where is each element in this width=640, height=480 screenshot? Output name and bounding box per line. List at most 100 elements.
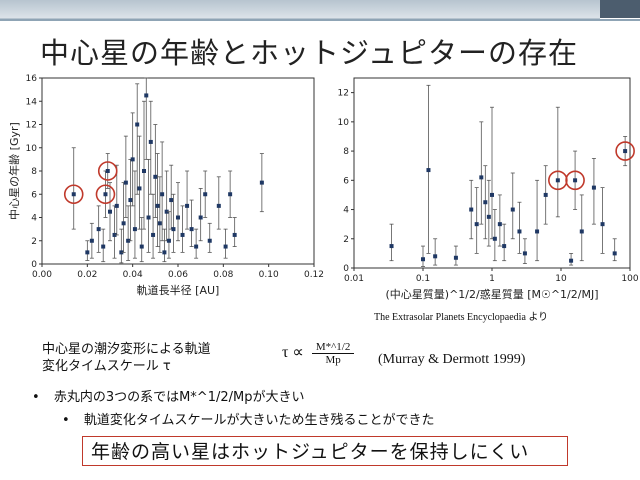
data-point <box>497 222 502 227</box>
data-point <box>153 174 158 179</box>
x-tick-label: 0.01 <box>344 274 364 284</box>
data-point <box>198 215 203 220</box>
formula-lhs: τ ∝ <box>282 344 304 362</box>
accent-line <box>0 19 640 21</box>
source-credit: The Extrasolar Planets Encyclopaedia より <box>374 312 549 323</box>
y-tick-label: 12 <box>26 121 37 131</box>
data-point <box>259 180 264 185</box>
data-point <box>522 251 527 256</box>
slide-title: 中心星の年齢とホットジュピターの存在 <box>40 36 578 70</box>
title-bar-corner <box>600 0 640 18</box>
highlight-circle <box>95 184 116 205</box>
data-point <box>114 203 119 208</box>
y-tick-label: 8 <box>343 147 349 157</box>
data-point <box>139 244 144 249</box>
data-point <box>502 244 507 249</box>
data-point <box>469 207 474 212</box>
x-tick-label: 0.10 <box>259 270 279 280</box>
data-point <box>166 238 171 243</box>
x-axis-label: 軌道長半径 [AU] <box>137 283 220 297</box>
x-tick-label: 0.02 <box>77 270 97 280</box>
data-point <box>132 227 137 232</box>
age-vs-semimajor-axis-chart: 0 2 4 6 8 10 12 14 16 0.00 0.02 0.04 0.06 0.08 0.10 0.1… <box>7 74 324 297</box>
y-tick-label: 14 <box>26 97 38 107</box>
data-point <box>600 222 605 227</box>
data-point <box>142 169 146 173</box>
bullet-2-text: 軌道変化タイムスケールが大きいため生き残ることができた <box>83 413 435 428</box>
bullet-1-mark: • <box>32 390 40 405</box>
x-tick-label: 0.08 <box>213 270 233 280</box>
x-tick-label: 0.04 <box>123 270 143 280</box>
data-point <box>492 236 497 241</box>
data-point <box>612 251 617 256</box>
formula: τ ∝ M*^1/2 Mp <box>282 341 355 366</box>
data-point <box>579 229 584 234</box>
data-point <box>137 186 142 191</box>
data-point <box>228 192 233 197</box>
data-point <box>162 250 167 255</box>
data-point <box>105 169 110 173</box>
formula-fraction: M*^1/2 Mp <box>311 341 355 366</box>
x-tick-label: 0.12 <box>304 270 324 280</box>
y-tick-label: 6 <box>343 176 349 186</box>
data-point <box>185 203 190 208</box>
x-axis-label: (中心星質量)^1/2/惑星質量 [M☉^1/2/MJ] <box>385 287 598 301</box>
data-point <box>569 258 574 263</box>
data-point <box>151 232 156 237</box>
tidal-text-line1: 中心星の潮汐変形による軌道 <box>42 342 211 357</box>
y-tick-label: 0 <box>31 260 37 270</box>
bullet-1: • 赤丸内の3つの系ではM*^1/2/Mpが大きい <box>32 386 304 405</box>
conclusion-box: 年齢の高い星はホットジュピターを保持しにくい <box>82 436 568 466</box>
formula-numerator: M*^1/2 <box>311 341 355 354</box>
x-tick-label: 1 <box>489 274 495 284</box>
title-bar-band <box>0 0 600 19</box>
highlight-circle <box>97 161 118 181</box>
data-point <box>135 122 140 127</box>
data-point <box>474 222 479 227</box>
data-point <box>128 198 133 203</box>
data-point <box>543 192 548 197</box>
data-point <box>483 200 488 205</box>
data-point <box>89 238 94 243</box>
data-point <box>490 192 494 197</box>
highlight-circle <box>63 184 84 205</box>
x-tick-label: 0.1 <box>416 274 430 284</box>
data-point <box>112 232 117 237</box>
y-tick-label: 10 <box>26 144 38 154</box>
data-point <box>157 221 162 226</box>
data-point <box>176 215 180 220</box>
data-point <box>389 244 394 249</box>
data-point <box>146 215 151 220</box>
data-point <box>591 185 596 190</box>
highlight-circle <box>615 141 635 161</box>
y-tick-label: 6 <box>31 190 37 200</box>
y-tick-label: 10 <box>338 118 350 128</box>
y-tick-label: 4 <box>31 214 37 224</box>
reference: (Murray & Dermott 1999) <box>378 352 526 367</box>
data-point <box>119 250 124 255</box>
data-point <box>433 254 438 259</box>
data-point <box>510 207 515 212</box>
data-point <box>194 244 199 249</box>
data-point <box>189 227 194 232</box>
data-point <box>171 227 176 232</box>
data-point <box>479 175 484 180</box>
bullet-2-mark: • <box>62 413 70 428</box>
data-point <box>486 214 491 219</box>
right-chart: 0 2 4 6 8 10 12 0.01 0.1 1 10 100 (中心星質量)^1/2/惑星質量 [… <box>330 72 639 308</box>
data-point <box>535 229 540 234</box>
data-point <box>164 209 169 214</box>
data-point <box>426 168 431 173</box>
x-tick-label: 100 <box>621 274 638 284</box>
data-point <box>148 139 153 144</box>
data-point <box>121 221 126 226</box>
data-point <box>453 255 458 260</box>
formula-denominator: Mp <box>325 354 341 366</box>
data-point <box>169 198 174 203</box>
data-point <box>223 244 228 249</box>
data-point <box>144 93 149 98</box>
data-point <box>123 180 128 185</box>
bullet-1-text: 赤丸内の3つの系ではM*^1/2/Mpが大きい <box>53 390 305 405</box>
data-point <box>517 229 522 234</box>
data-point <box>573 178 578 183</box>
